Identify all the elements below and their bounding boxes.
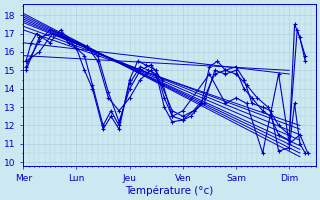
X-axis label: Température (°c): Température (°c) xyxy=(125,185,214,196)
